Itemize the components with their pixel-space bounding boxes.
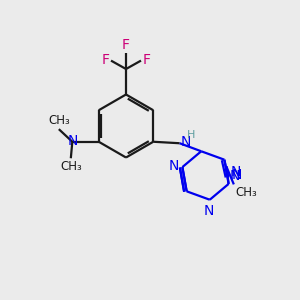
Text: H: H	[187, 130, 195, 140]
Text: F: F	[142, 53, 150, 67]
Text: N: N	[180, 135, 191, 149]
Text: CH₃: CH₃	[48, 114, 70, 127]
Text: N: N	[229, 169, 240, 183]
Text: F: F	[102, 53, 110, 67]
Text: N: N	[204, 204, 214, 218]
Text: N: N	[232, 168, 242, 182]
Text: CH₃: CH₃	[60, 160, 82, 173]
Text: CH₃: CH₃	[235, 186, 257, 199]
Text: N: N	[67, 134, 77, 148]
Text: N: N	[169, 159, 179, 173]
Text: N: N	[231, 165, 241, 179]
Text: F: F	[122, 38, 130, 52]
